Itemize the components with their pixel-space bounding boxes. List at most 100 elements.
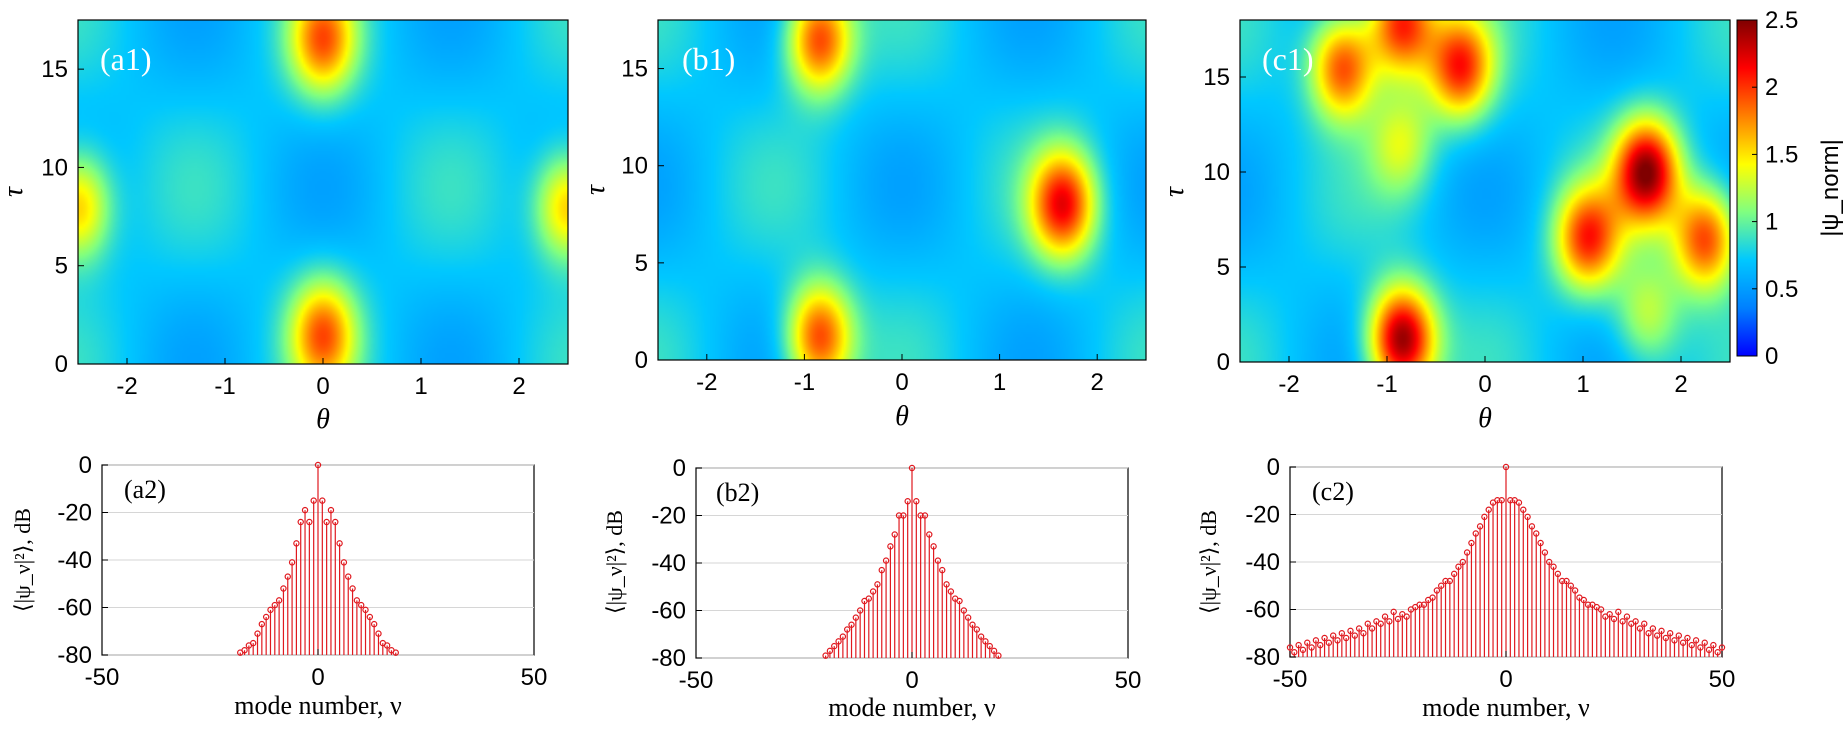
stem-marker: [1636, 625, 1644, 632]
ticks-a2: -50 0 50 0 -20 -40 -60 -80: [57, 452, 547, 691]
stem-marker: [1420, 601, 1428, 608]
stem-marker: [1671, 637, 1678, 644]
stem-marker: [1710, 641, 1717, 649]
xlabel-c2: mode number, ν: [1422, 693, 1590, 722]
stem-marker: [366, 613, 374, 621]
x-tick-label: 0: [1478, 371, 1491, 398]
colorbar-label: |ψ_norm|: [1817, 139, 1844, 237]
panel-label-a2: (a2): [124, 475, 166, 504]
stem-marker: [1610, 615, 1618, 623]
panel-a2: -50 0 500-20-40-60-80 (a2) mode number, ν …: [10, 452, 547, 720]
x-tick-label: 1: [993, 369, 1006, 396]
stem-marker: [1545, 558, 1553, 566]
stem-marker: [1355, 625, 1363, 632]
stem-marker: [887, 543, 894, 550]
stem-marker: [1334, 637, 1341, 644]
y-tick-label: -60: [57, 595, 92, 622]
y-tick-label: -80: [651, 645, 686, 672]
panel-label-c1: (c1): [1262, 41, 1314, 77]
stem-marker: [1537, 539, 1544, 547]
stem-marker: [1558, 577, 1566, 585]
stem-marker: [1299, 646, 1307, 654]
stem-marker: [362, 606, 369, 614]
stem-marker: [1554, 570, 1562, 578]
stem-marker: [1520, 506, 1527, 513]
stem-marker: [1615, 608, 1622, 616]
stem-marker: [1485, 506, 1492, 513]
stem-marker: [895, 512, 903, 519]
stem-marker: [882, 557, 890, 564]
stem-marker: [1541, 549, 1549, 556]
stem-marker: [349, 585, 356, 592]
stem-marker: [1295, 641, 1302, 649]
stem-marker: [1515, 499, 1523, 506]
xlabel-a1: θ: [316, 404, 330, 435]
y-tick-label: 15: [621, 56, 648, 83]
stem-marker: [1653, 632, 1661, 639]
stem-marker: [1645, 630, 1652, 637]
stem-marker: [1368, 625, 1376, 632]
stem-marker: [375, 630, 382, 637]
stem-marker: [1312, 637, 1320, 644]
y-tick-label: 5: [1217, 254, 1230, 281]
stem-marker: [1450, 570, 1458, 578]
stem-marker: [1623, 613, 1631, 620]
stem-marker: [1459, 558, 1467, 566]
stem-marker: [254, 630, 261, 637]
stem-marker: [1571, 587, 1579, 594]
stem-marker: [900, 512, 907, 519]
stem-marker: [258, 620, 266, 628]
stem-marker: [310, 497, 317, 504]
stem-marker: [383, 642, 391, 649]
stem-marker: [1619, 618, 1626, 625]
y-tick-label: -40: [1245, 549, 1280, 576]
stem-marker: [1291, 649, 1298, 656]
stem-marker: [908, 464, 916, 472]
x-tick-label: -50: [1273, 666, 1308, 693]
stem-marker: [913, 498, 920, 505]
y-tick-label: 0: [635, 347, 648, 374]
stem-marker: [314, 461, 322, 469]
stem-marker: [1718, 644, 1726, 651]
colorbar-tick-label: 0: [1765, 343, 1778, 370]
stem-marker: [977, 633, 985, 640]
x-tick-label: 1: [414, 373, 427, 400]
colorbar-tick-label: 2: [1765, 74, 1778, 101]
stem-marker: [1386, 618, 1393, 625]
stem-marker: [1429, 594, 1436, 601]
stem-marker: [1481, 513, 1488, 521]
stem-marker: [874, 581, 881, 588]
stem-marker: [319, 497, 326, 504]
stems-a2: [237, 461, 399, 656]
panel-label-b1: (b1): [682, 41, 735, 77]
ticks-b1: -2 -1 0 1 2 0 5 10 15: [621, 56, 1104, 396]
xlabel-a2: mode number, ν: [234, 691, 402, 720]
stem-marker: [1446, 577, 1454, 585]
y-tick-label: -20: [651, 503, 686, 530]
stem-marker: [1394, 615, 1402, 623]
y-tick-label: 0: [1267, 454, 1280, 481]
stem-marker: [1701, 639, 1708, 646]
colorbar-tick-label: 2.5: [1765, 7, 1798, 34]
ylabel-a2: ⟨|ψ_ν|²⟩, dB: [10, 508, 35, 612]
stem-marker: [878, 566, 885, 574]
stem-marker: [947, 588, 955, 595]
stem-marker: [1580, 596, 1587, 604]
stem-marker: [839, 633, 847, 640]
x-tick-label: 2: [1091, 369, 1104, 396]
colorbar-tick-label: 1.5: [1765, 141, 1798, 168]
stem-marker: [1662, 634, 1670, 642]
panel-label-a1: (a1): [100, 41, 152, 77]
stem-marker: [1455, 563, 1462, 570]
x-tick-label: 1: [1576, 371, 1589, 398]
stem-marker: [293, 540, 300, 547]
y-tick-label: -20: [57, 500, 92, 527]
stem-marker: [1658, 627, 1665, 635]
panel-a1: (a1) -2 -1 0 1 2 0 5 10 15 θ τ: [0, 19, 569, 435]
stem-marker: [1649, 625, 1657, 632]
stem-marker: [301, 506, 309, 514]
y-tick-label: -60: [651, 598, 686, 625]
stem-marker: [1304, 639, 1311, 646]
ylabel-a1: τ: [0, 186, 29, 197]
ticks-a1: -2 -1 0 1 2 0 5 10 15: [41, 56, 525, 400]
